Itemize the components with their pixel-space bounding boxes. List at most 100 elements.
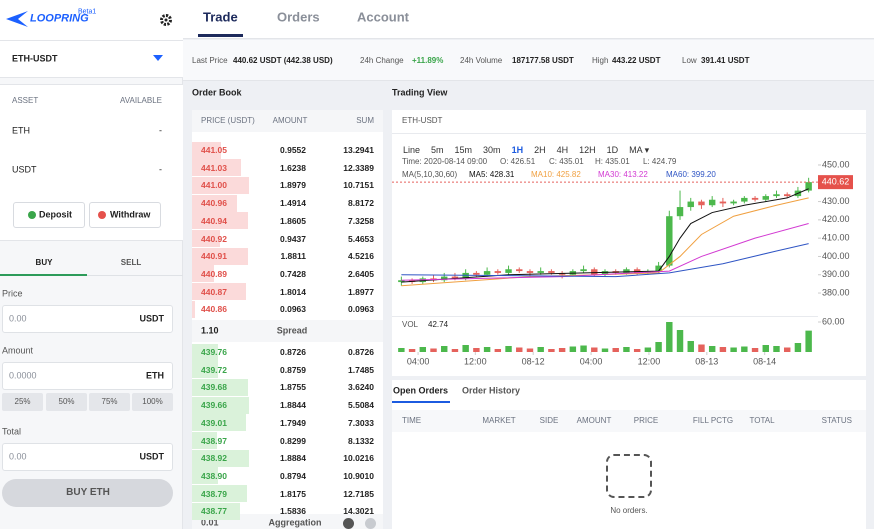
buy-tab[interactable]: BUY <box>35 258 53 267</box>
depth-bar <box>192 141 221 159</box>
nav-tab[interactable]: Account <box>357 9 409 25</box>
active-tab-underline <box>198 34 243 37</box>
ticker-label: 24h Change <box>360 56 404 65</box>
withdraw-label[interactable]: Withdraw <box>110 209 151 220</box>
asset: ETH <box>12 125 30 136</box>
percent-label[interactable]: 100% <box>142 397 163 406</box>
price: 441.00 <box>201 180 227 191</box>
orders-tab[interactable]: Order History <box>462 385 521 396</box>
interval[interactable]: MA ▾ <box>629 145 650 155</box>
submit-button[interactable] <box>2 479 173 507</box>
interval[interactable]: 1D <box>606 145 619 155</box>
orders-tab[interactable]: Open Orders <box>393 385 449 396</box>
sum: 10.0216 <box>343 452 374 463</box>
nav-tab[interactable]: Orders <box>277 9 320 25</box>
sum: 12.7185 <box>343 488 374 499</box>
price-input[interactable] <box>2 305 173 333</box>
deposit-label[interactable]: Deposit <box>39 209 73 220</box>
interval[interactable]: 2H <box>534 145 546 155</box>
amount: 1.8014 <box>280 286 306 297</box>
sum: 4.5216 <box>348 250 374 261</box>
depth-bar <box>192 467 219 485</box>
spread-value: 1.10 <box>201 325 219 336</box>
aggregation-plus[interactable] <box>365 518 376 529</box>
depth-bar <box>192 176 249 194</box>
interval[interactable]: 15m <box>454 145 473 155</box>
price: 439.66 <box>201 399 227 410</box>
sum: 8.8172 <box>348 197 374 208</box>
amount: 1.4914 <box>280 197 306 208</box>
price: 438.92 <box>201 452 227 463</box>
ma-legend-item: MA10: 425.82 <box>531 170 581 179</box>
ma-legend-item: MA60: 399.20 <box>666 170 716 179</box>
percent-label[interactable]: 75% <box>101 397 118 406</box>
percent-button[interactable] <box>89 393 130 411</box>
price: 439.72 <box>201 364 227 375</box>
aggregation-minus[interactable] <box>343 518 354 529</box>
interval[interactable]: 30m <box>483 145 501 155</box>
available: - <box>159 164 162 175</box>
field-label: Price <box>2 288 23 299</box>
ma-legend-item: MA5: 428.31 <box>469 170 515 179</box>
unit: USDT <box>139 313 165 324</box>
sum: 1.7485 <box>348 364 374 375</box>
withdraw-icon <box>98 211 106 219</box>
empty-icon <box>606 454 652 498</box>
ma-legend-label: MA(5,10,30,60) <box>402 170 458 179</box>
spread-label: Spread <box>276 325 308 336</box>
interval[interactable]: 5m <box>431 145 444 155</box>
sum: 5.4653 <box>348 233 374 244</box>
empty-message: No orders. <box>610 506 648 515</box>
submit-label[interactable]: BUY ETH <box>66 487 110 498</box>
price: 438.97 <box>201 435 227 446</box>
active-tab-underline <box>392 401 450 403</box>
sum: 13.2941 <box>343 144 374 155</box>
percent-button[interactable] <box>2 393 43 411</box>
ticker-value: 187177.58 USDT <box>512 56 574 65</box>
logo-bar <box>0 0 183 40</box>
ticker-bar <box>183 40 874 81</box>
amount: 0.8299 <box>280 435 306 446</box>
amount: 1.6238 <box>280 162 306 173</box>
market-select[interactable] <box>0 40 183 78</box>
amount-input[interactable] <box>2 362 173 390</box>
percent-button[interactable] <box>132 393 173 411</box>
unit: USDT <box>139 451 165 462</box>
placeholder: 0.00 <box>9 313 27 324</box>
sum: 3.6240 <box>348 382 374 393</box>
asset: USDT <box>12 164 37 175</box>
depth-bar <box>192 194 237 212</box>
orders-header-row <box>392 410 866 432</box>
total-input[interactable] <box>2 443 173 471</box>
top-nav <box>183 0 874 39</box>
market[interactable]: ETH-USDT <box>12 53 58 64</box>
tab-divider <box>87 275 183 276</box>
price: 438.90 <box>201 470 227 481</box>
ticker-value: 391.41 USDT <box>701 56 750 65</box>
info: L: 424.79 <box>643 157 677 166</box>
price: 440.91 <box>201 250 227 261</box>
available: - <box>159 125 162 136</box>
amount: 0.9437 <box>280 233 306 244</box>
depth-bar <box>192 212 248 230</box>
sell-tab[interactable]: SELL <box>120 258 142 267</box>
depth-bar <box>192 485 247 503</box>
sum: 7.3033 <box>348 417 374 428</box>
interval[interactable]: 1H <box>511 145 524 155</box>
interval[interactable]: 12H <box>579 145 596 155</box>
aggregation-value: 0.01 <box>201 517 219 528</box>
depth-bar <box>192 265 215 283</box>
percent-label[interactable]: 25% <box>14 397 31 406</box>
amount: 1.8979 <box>280 180 306 191</box>
interval[interactable]: 4H <box>556 145 569 155</box>
ma-legend-item: MA30: 413.22 <box>598 170 648 179</box>
percent-label[interactable]: 50% <box>58 397 75 406</box>
depth-bar <box>192 230 221 247</box>
settings-icon[interactable] <box>159 13 173 27</box>
interval[interactable]: Line <box>403 145 421 155</box>
price: 439.68 <box>201 382 227 393</box>
deposit-button[interactable] <box>13 202 85 228</box>
percent-button[interactable] <box>46 393 87 411</box>
nav-tab[interactable]: Trade <box>203 9 238 25</box>
